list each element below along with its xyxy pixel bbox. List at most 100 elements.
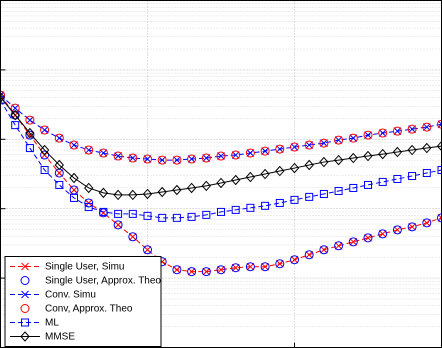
marker — [392, 225, 402, 235]
marker — [98, 187, 109, 199]
marker — [157, 186, 167, 198]
marker — [84, 146, 93, 154]
marker — [187, 154, 197, 164]
marker — [217, 152, 225, 160]
marker — [216, 151, 226, 161]
legend-label: ML — [45, 318, 59, 329]
marker — [25, 115, 35, 125]
marker — [143, 155, 152, 163]
marker — [54, 159, 64, 171]
marker — [334, 241, 343, 250]
marker — [186, 182, 197, 194]
marker — [20, 331, 30, 342]
marker — [333, 154, 344, 166]
marker — [245, 148, 255, 158]
marker — [290, 142, 299, 152]
marker — [25, 144, 34, 153]
marker — [128, 232, 138, 242]
marker — [364, 180, 372, 189]
marker — [40, 125, 50, 135]
marker — [216, 177, 226, 189]
marker — [54, 133, 64, 143]
marker — [70, 186, 78, 194]
legend-label: MMSE — [45, 332, 75, 343]
marker — [201, 153, 211, 163]
marker — [260, 262, 270, 272]
marker — [69, 172, 79, 184]
marker — [201, 180, 211, 192]
marker — [378, 230, 387, 238]
marker — [245, 262, 255, 272]
marker — [10, 109, 20, 121]
marker — [348, 237, 358, 247]
marker — [261, 147, 269, 155]
marker — [84, 145, 94, 155]
marker — [187, 212, 196, 221]
marker — [40, 166, 49, 175]
marker — [217, 207, 225, 216]
marker — [393, 127, 402, 136]
marker — [422, 122, 432, 132]
marker — [55, 134, 64, 142]
marker — [319, 245, 329, 255]
marker — [69, 140, 79, 150]
marker — [55, 169, 64, 177]
marker — [143, 245, 152, 254]
series-line — [0, 99, 442, 219]
marker — [305, 141, 314, 149]
marker — [319, 189, 328, 198]
marker — [128, 153, 138, 163]
marker — [172, 184, 182, 196]
marker — [378, 229, 388, 239]
marker — [348, 133, 358, 143]
marker — [113, 189, 123, 201]
marker — [231, 205, 240, 214]
marker — [304, 159, 314, 171]
marker — [128, 232, 137, 241]
marker — [99, 149, 108, 157]
marker — [304, 250, 314, 260]
marker — [113, 220, 123, 230]
marker — [305, 250, 314, 259]
marker — [334, 241, 344, 251]
marker — [290, 255, 299, 265]
marker — [143, 154, 152, 164]
marker — [349, 183, 358, 192]
marker — [275, 145, 284, 153]
marker — [128, 189, 138, 201]
marker — [260, 146, 270, 156]
marker — [26, 131, 34, 139]
marker — [260, 168, 270, 180]
marker — [11, 121, 20, 130]
marker — [408, 171, 417, 180]
marker — [408, 222, 416, 231]
marker — [70, 141, 78, 149]
marker — [157, 155, 167, 165]
marker — [334, 186, 343, 195]
marker — [408, 125, 416, 134]
marker — [202, 154, 211, 162]
marker — [217, 265, 225, 274]
marker — [40, 126, 49, 134]
marker — [40, 150, 50, 160]
marker — [231, 263, 240, 272]
marker — [114, 221, 122, 229]
marker — [172, 213, 181, 222]
marker — [422, 142, 432, 154]
marker — [378, 129, 387, 137]
marker — [172, 155, 182, 165]
marker — [363, 130, 373, 140]
marker — [261, 201, 270, 210]
marker — [422, 168, 431, 177]
marker — [246, 262, 255, 271]
marker — [422, 123, 431, 131]
marker — [143, 211, 152, 220]
marker — [348, 152, 358, 164]
marker — [158, 213, 167, 222]
marker — [143, 245, 152, 255]
marker — [320, 245, 328, 254]
marker — [25, 130, 35, 140]
marker — [21, 262, 29, 271]
marker — [202, 267, 211, 276]
